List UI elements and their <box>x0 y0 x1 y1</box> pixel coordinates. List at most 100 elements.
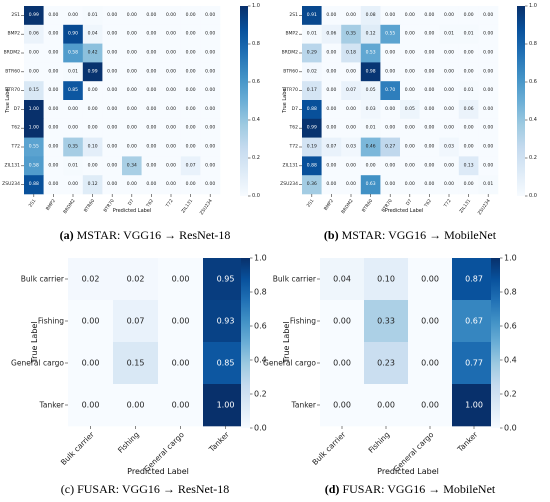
cell-value-label: 0.00 <box>127 125 137 131</box>
x-tick-label: Bulk carrier <box>59 429 97 467</box>
heatmap-cell <box>341 6 362 26</box>
heatmap-cell <box>141 156 162 176</box>
cell-value-label: 1.00 <box>465 401 483 410</box>
heatmap-cell <box>161 175 182 195</box>
cell-value-label: 0.00 <box>68 181 78 187</box>
heatmap-cell <box>203 258 249 301</box>
cell-value-label: 0.58 <box>68 50 78 56</box>
cell-value-label: 0.00 <box>107 144 117 150</box>
heatmap-cell <box>408 342 453 385</box>
heatmap-cell <box>321 118 342 138</box>
heatmap-cell <box>458 156 479 176</box>
y-tick-label: Fishing <box>38 317 64 326</box>
cell-value-label: 0.00 <box>405 31 415 37</box>
heatmap-cell <box>68 300 114 343</box>
heatmap-cell <box>24 175 44 195</box>
cell-value-label: 0.00 <box>424 125 434 131</box>
colorbar-tick-label: 0.2 <box>254 390 267 399</box>
heatmap-cell <box>161 24 182 44</box>
heatmap-cell <box>63 6 84 26</box>
cell-value-label: 0.00 <box>48 125 58 131</box>
heatmap-cell <box>302 24 322 44</box>
heatmap-cell <box>122 6 142 26</box>
cell-value-label: 0.00 <box>166 125 176 131</box>
y-tick-label: BTR60 <box>5 68 20 74</box>
colorbar-tick-label: 0.0 <box>504 424 517 433</box>
cell-value-label: 0.00 <box>385 181 395 187</box>
cell-value-label: 0.00 <box>205 181 215 187</box>
x-tick-label: BTR60 <box>83 198 96 214</box>
y-tick-label: BTR70 <box>5 87 20 93</box>
heatmap-cell <box>302 81 322 101</box>
colorbar <box>491 258 500 428</box>
cell-value-label: 0.70 <box>385 87 395 93</box>
heatmap-cell <box>419 6 440 26</box>
cell-value-label: 0.00 <box>146 144 156 150</box>
cell-value-label: 0.00 <box>205 144 215 150</box>
cell-value-label: 0.00 <box>444 87 454 93</box>
heatmap-cell <box>380 81 401 101</box>
cell-value-label: 0.01 <box>444 31 454 37</box>
heatmap-cell <box>63 81 84 101</box>
cell-value-label: 0.00 <box>346 12 356 18</box>
heatmap-cell <box>102 100 123 120</box>
cell-value-label: 0.15 <box>29 87 39 93</box>
heatmap-cell <box>478 24 499 44</box>
cell-value-label: 0.35 <box>68 144 78 150</box>
cell-value-label: 0.01 <box>307 31 317 37</box>
heatmap-cell <box>380 6 401 26</box>
x-tick-label: T72 <box>164 198 174 209</box>
cell-value-label: 0.01 <box>464 31 474 37</box>
heatmap-cell <box>102 118 123 138</box>
heatmap-cell <box>320 384 365 427</box>
cell-value-label: 0.00 <box>483 68 493 74</box>
cell-value-label: 0.00 <box>326 162 336 168</box>
heatmap-cell <box>24 137 44 157</box>
cell-value-label: 0.00 <box>172 317 190 326</box>
colorbar-tick-label: 0.4 <box>504 356 517 365</box>
heatmap-cell <box>458 100 479 120</box>
cell-value-label: 0.53 <box>366 50 376 56</box>
cell-value-label: 0.00 <box>146 87 156 93</box>
cell-value-label: 0.10 <box>377 275 395 284</box>
heatmap-cell <box>122 100 142 120</box>
cell-value-label: 0.00 <box>166 87 176 93</box>
cell-value-label: 0.00 <box>424 162 434 168</box>
cell-value-label: 0.00 <box>88 162 98 168</box>
heatmap-cell <box>63 62 84 82</box>
y-tick-label: Tanker <box>39 401 65 410</box>
cell-value-label: 0.00 <box>405 87 415 93</box>
cell-value-label: 0.02 <box>307 68 317 74</box>
cell-value-label: 0.00 <box>405 144 415 150</box>
heatmap-cell <box>452 384 497 427</box>
cell-value-label: 0.00 <box>405 125 415 131</box>
confusion-matrix-2: 0.02 0.02 0.00 0.95 0.00 0.07 0.00 0.93 0.00 0.15… <box>11 254 267 477</box>
cell-value-label: 0.00 <box>483 162 493 168</box>
y-tick-label: Tanker <box>291 401 317 410</box>
heatmap-cell <box>302 175 322 195</box>
heatmap-cell <box>82 156 103 176</box>
heatmap-cell <box>419 81 440 101</box>
cell-value-label: 0.46 <box>366 144 376 150</box>
cell-value-label: 0.01 <box>68 162 78 168</box>
heatmap-cell <box>478 81 499 101</box>
cell-value-label: 0.00 <box>444 12 454 18</box>
colorbar <box>241 258 250 428</box>
cell-value-label: 0.00 <box>127 401 145 410</box>
heatmap-cell <box>458 81 479 101</box>
cell-value-label: 0.00 <box>166 106 176 112</box>
cell-value-label: 0.00 <box>421 317 439 326</box>
heatmap-cell <box>458 43 479 63</box>
heatmap-cell <box>380 24 401 44</box>
heatmap-cell <box>439 43 460 63</box>
heatmap-cell <box>43 175 64 195</box>
cell-value-label: 0.00 <box>444 50 454 56</box>
heatmap-cell <box>458 24 479 44</box>
x-tick-label: T62 <box>145 198 155 209</box>
heatmap-cell <box>141 100 162 120</box>
heatmap-cell <box>439 137 460 157</box>
y-tick-label: ZIL131 <box>4 162 20 168</box>
heatmap-cell <box>161 137 182 157</box>
heatmap-cell <box>68 342 114 385</box>
cell-value-label: 0.00 <box>205 87 215 93</box>
